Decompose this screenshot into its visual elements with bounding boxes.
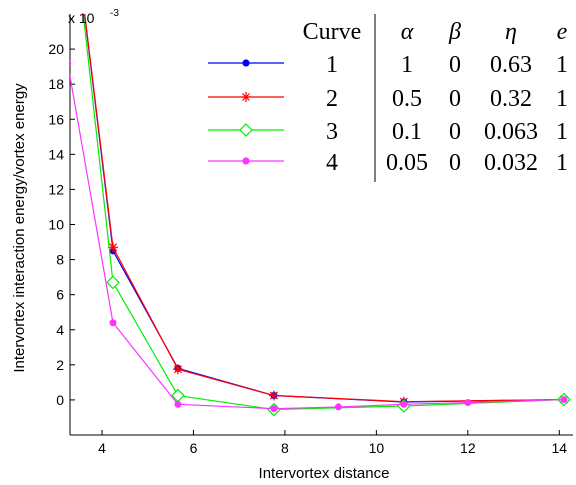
x-tick-label: 12 — [460, 440, 476, 456]
legend-marker-4 — [242, 157, 250, 165]
series-line-2 — [84, 14, 564, 403]
series-2-point — [172, 364, 183, 375]
series-4-point — [109, 319, 117, 327]
legend-beta-2: 0 — [449, 86, 461, 112]
y-tick-label: 8 — [56, 252, 64, 268]
x-tick-label: 10 — [369, 440, 385, 456]
legend-e-3: 1 — [556, 119, 568, 145]
legend-marker-3 — [239, 123, 253, 137]
y-tick-label: 0 — [56, 392, 64, 408]
legend-header-e: e — [557, 19, 568, 45]
legend-header-alpha: α — [401, 19, 414, 45]
x-axis-label: Intervortex distance — [259, 465, 390, 482]
x-tick-label: 8 — [281, 440, 289, 456]
y-multiplier-exponent: -3 — [110, 8, 119, 19]
series-4-point — [174, 400, 182, 408]
legend-curve-4: 4 — [326, 150, 338, 176]
series-4-point — [70, 60, 72, 66]
legend-alpha-1: 1 — [401, 52, 413, 78]
legend-curve-2: 2 — [326, 86, 338, 112]
y-tick-label: 6 — [56, 287, 64, 303]
y-axis-label: Intervortex interaction energy/vortex en… — [11, 83, 28, 373]
legend-marker-2 — [241, 92, 251, 102]
legend-e-2: 1 — [556, 86, 568, 112]
legend-e-1: 1 — [556, 52, 568, 78]
legend-row-2: 2 0.5 0 0.32 1 — [208, 86, 568, 112]
series-4-point — [334, 403, 342, 411]
y-tick-label: 4 — [56, 322, 64, 338]
legend-row-4: 4 0.05 0 0.032 1 — [208, 150, 568, 176]
legend-header-curve: Curve — [303, 19, 362, 45]
y-tick-label: 10 — [48, 217, 64, 233]
series-line-4 — [70, 72, 564, 410]
legend-curve-1: 1 — [326, 52, 338, 78]
y-multiplier: x 10 — [68, 10, 95, 26]
legend-e-4: 1 — [556, 150, 568, 176]
legend-header-beta: β — [448, 19, 461, 45]
series-4-point — [400, 400, 408, 408]
legend-curve-3: 3 — [326, 119, 338, 145]
legend-eta-2: 0.32 — [490, 86, 532, 112]
y-tick-label: 20 — [48, 41, 64, 57]
series-4-point — [464, 399, 472, 407]
x-tick-label: 4 — [98, 440, 106, 456]
legend-eta-1: 0.63 — [490, 52, 532, 78]
legend-beta-4: 0 — [449, 150, 461, 176]
legend-row-1: 1 1 0 0.63 1 — [208, 52, 568, 78]
y-tick-label: 14 — [48, 146, 64, 162]
series-group — [70, 14, 571, 417]
legend: Curve α β η e 1 1 0 0.63 1 2 0.5 0 0.3 — [208, 14, 568, 182]
legend-alpha-2: 0.5 — [392, 86, 422, 112]
legend-alpha-4: 0.05 — [386, 150, 428, 176]
legend-beta-1: 0 — [449, 52, 461, 78]
series-2-point — [268, 390, 279, 401]
legend-beta-3: 0 — [449, 119, 461, 145]
series-4-point — [270, 405, 278, 413]
legend-marker-1 — [242, 59, 250, 67]
y-tick-label: 16 — [48, 111, 64, 127]
x-tick-label: 14 — [551, 440, 567, 456]
legend-header-eta: η — [505, 19, 517, 45]
legend-row-3: 3 0.1 0 0.063 1 — [208, 119, 568, 145]
series-3-point — [106, 275, 120, 290]
legend-eta-3: 0.063 — [484, 119, 538, 145]
series-4-point — [560, 396, 568, 404]
y-tick-label: 2 — [56, 357, 64, 373]
legend-eta-4: 0.032 — [484, 150, 538, 176]
series-line-3 — [82, 14, 564, 411]
x-tick-label: 6 — [190, 440, 198, 456]
legend-alpha-3: 0.1 — [392, 119, 422, 145]
y-tick-label: 12 — [48, 181, 64, 197]
y-tick-label: 18 — [48, 76, 64, 92]
